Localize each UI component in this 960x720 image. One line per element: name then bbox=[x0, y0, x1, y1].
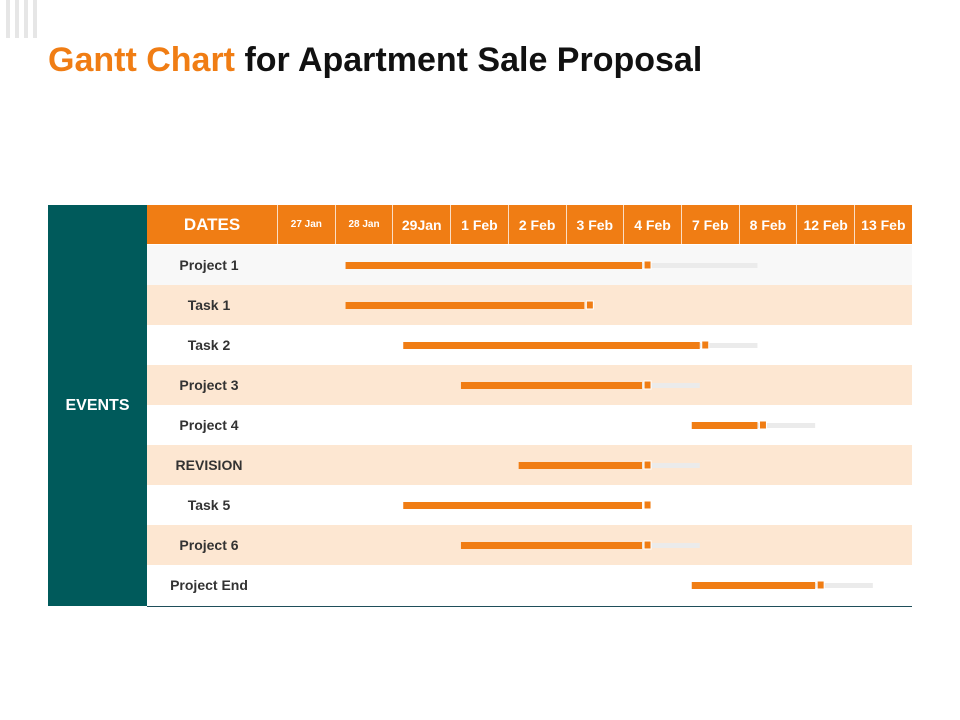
task-bar bbox=[518, 462, 643, 469]
task-bar bbox=[345, 262, 643, 269]
task-bar bbox=[345, 302, 585, 309]
planned-track bbox=[642, 383, 700, 388]
events-label: EVENTS bbox=[65, 396, 130, 414]
gantt-row: Project 6 bbox=[147, 525, 912, 565]
gantt-row: Task 2 bbox=[147, 325, 912, 365]
planned-track bbox=[757, 423, 816, 428]
planned-track bbox=[642, 463, 700, 468]
task-label: Task 1 bbox=[187, 297, 231, 313]
planned-track bbox=[642, 543, 700, 548]
task-end-marker bbox=[816, 580, 825, 590]
date-header-3: 1 Feb bbox=[450, 205, 508, 244]
task-end-marker bbox=[643, 260, 652, 270]
planned-track bbox=[815, 583, 873, 588]
gantt-row: Project 4 bbox=[147, 405, 912, 445]
task-end-marker bbox=[643, 380, 652, 390]
task-label: Project 1 bbox=[179, 257, 239, 273]
date-header-7: 7 Feb bbox=[680, 205, 739, 244]
gantt-row: Task 5 bbox=[147, 485, 912, 525]
task-label: Project 6 bbox=[179, 537, 239, 553]
task-bar-layer bbox=[403, 340, 758, 350]
date-header-2: 29Jan bbox=[392, 205, 450, 244]
task-bar bbox=[403, 342, 700, 349]
planned-track bbox=[699, 343, 758, 348]
task-bar-layer bbox=[518, 460, 700, 470]
task-label: Task 5 bbox=[187, 497, 231, 513]
gantt-row: REVISION bbox=[147, 445, 912, 485]
task-bar-layer bbox=[691, 580, 873, 590]
date-header-8: 8 Feb bbox=[738, 205, 797, 244]
date-header-10: 13 Feb bbox=[854, 205, 912, 244]
task-bar-layer bbox=[460, 540, 700, 550]
task-label: Project 3 bbox=[179, 377, 239, 393]
title-rest: for Apartment Sale Proposal bbox=[235, 41, 703, 79]
date-header-9: 12 Feb bbox=[796, 205, 854, 244]
date-header-5: 3 Feb bbox=[565, 205, 624, 244]
planned-track bbox=[642, 263, 758, 268]
task-label: REVISION bbox=[175, 457, 243, 473]
page-title: Gantt Chart for Apartment Sale Proposal bbox=[48, 38, 702, 82]
task-end-marker bbox=[585, 300, 594, 310]
date-header-4: 2 Feb bbox=[507, 205, 566, 244]
date-header-6: 4 Feb bbox=[623, 205, 681, 244]
dates-header-row: DATES 27 Jan 28 Jan 29Jan 1 Feb 2 Feb 3 Feb 4 … bbox=[147, 205, 912, 244]
task-bar bbox=[460, 542, 643, 549]
task-bar bbox=[403, 502, 643, 509]
gantt-rows: Project 1 Task 1 Task 2 Project 3 Project 4 R… bbox=[147, 245, 912, 607]
date-header-1: 28 Jan bbox=[334, 205, 393, 244]
task-bar-layer bbox=[460, 380, 700, 390]
date-header-0: 27 Jan bbox=[277, 205, 335, 244]
task-bar bbox=[691, 422, 758, 429]
task-label: Task 2 bbox=[187, 337, 231, 353]
task-end-marker bbox=[643, 540, 652, 550]
task-bar-layer bbox=[345, 300, 594, 310]
gantt-row: Task 1 bbox=[147, 285, 912, 325]
task-label: Project End bbox=[170, 577, 248, 593]
task-bar-layer bbox=[403, 500, 652, 510]
task-bar-layer bbox=[345, 260, 758, 270]
task-bar bbox=[460, 382, 643, 389]
task-end-marker bbox=[701, 340, 710, 350]
gantt-row: Project 1 bbox=[147, 245, 912, 285]
gantt-row: Project End bbox=[147, 565, 912, 605]
title-accent: Gantt Chart bbox=[48, 41, 235, 79]
dates-header-label: DATES bbox=[183, 214, 241, 234]
corner-decoration-icon bbox=[6, 0, 37, 38]
events-column: EVENTS bbox=[48, 205, 147, 606]
task-end-marker bbox=[758, 420, 767, 430]
task-bar-layer bbox=[691, 420, 816, 430]
task-end-marker bbox=[643, 460, 652, 470]
task-label: Project 4 bbox=[179, 417, 239, 433]
gantt-row: Project 3 bbox=[147, 365, 912, 405]
task-bar bbox=[691, 582, 816, 589]
task-end-marker bbox=[643, 500, 652, 510]
